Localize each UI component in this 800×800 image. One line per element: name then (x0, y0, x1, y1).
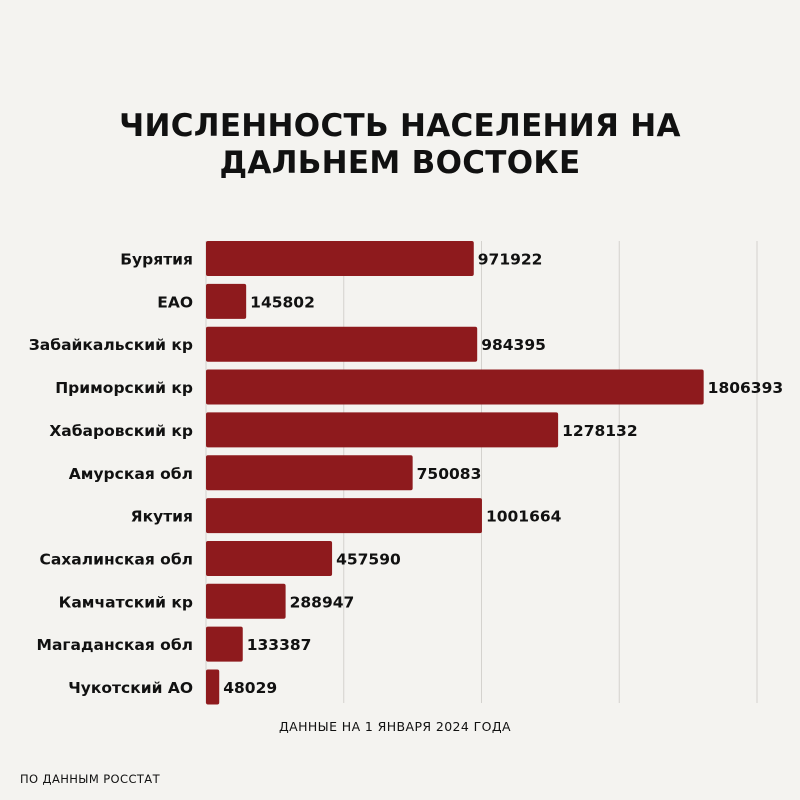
bar (206, 326, 478, 362)
category-label: Бурятия (120, 251, 193, 269)
chart-title-line-2: ДАЛЬНЕМ ВОСТОКЕ (219, 145, 581, 181)
bar (206, 412, 559, 448)
bar (206, 626, 243, 662)
data-label: 145802 (250, 293, 315, 311)
bar (206, 369, 704, 405)
category-label: Сахалинская обл (39, 550, 193, 568)
data-label: 133387 (247, 636, 312, 654)
data-label: 971922 (478, 251, 543, 269)
chart-title-line-1: ЧИСЛЕННОСТЬ НАСЕЛЕНИЯ НА (119, 108, 681, 144)
data-label: 1278132 (562, 422, 638, 440)
category-label: Камчатский кр (59, 593, 193, 611)
bar (206, 583, 286, 619)
source-note: ПО ДАННЫМ РОССТАТ (20, 772, 160, 786)
bar (206, 669, 220, 705)
category-label: Приморский кр (55, 379, 193, 397)
bar (206, 455, 413, 491)
data-label: 288947 (290, 593, 355, 611)
data-label: 48029 (223, 679, 277, 697)
category-label: Забайкальский кр (29, 336, 193, 354)
chart-title: ЧИСЛЕННОСТЬ НАСЕЛЕНИЯ НА ДАЛЬНЕМ ВОСТОКЕ (0, 108, 800, 182)
category-label: Магаданская обл (37, 636, 193, 654)
category-label: Якутия (131, 508, 193, 526)
bar (206, 241, 474, 276)
category-label: ЕАО (157, 293, 193, 311)
bar (206, 540, 333, 576)
data-label: 1001664 (486, 508, 562, 526)
category-label: Хабаровский кр (49, 422, 193, 440)
bar (206, 283, 247, 319)
category-label: Амурская обл (69, 465, 193, 483)
data-label: 984395 (481, 336, 546, 354)
date-note: ДАННЫЕ НА 1 ЯНВАРЯ 2024 ГОДА (278, 719, 512, 734)
category-label: Чукотский АО (68, 679, 193, 697)
data-label: 1806393 (708, 379, 784, 397)
bar (206, 498, 482, 534)
data-label: 457590 (336, 550, 401, 568)
data-label: 750083 (417, 465, 482, 483)
